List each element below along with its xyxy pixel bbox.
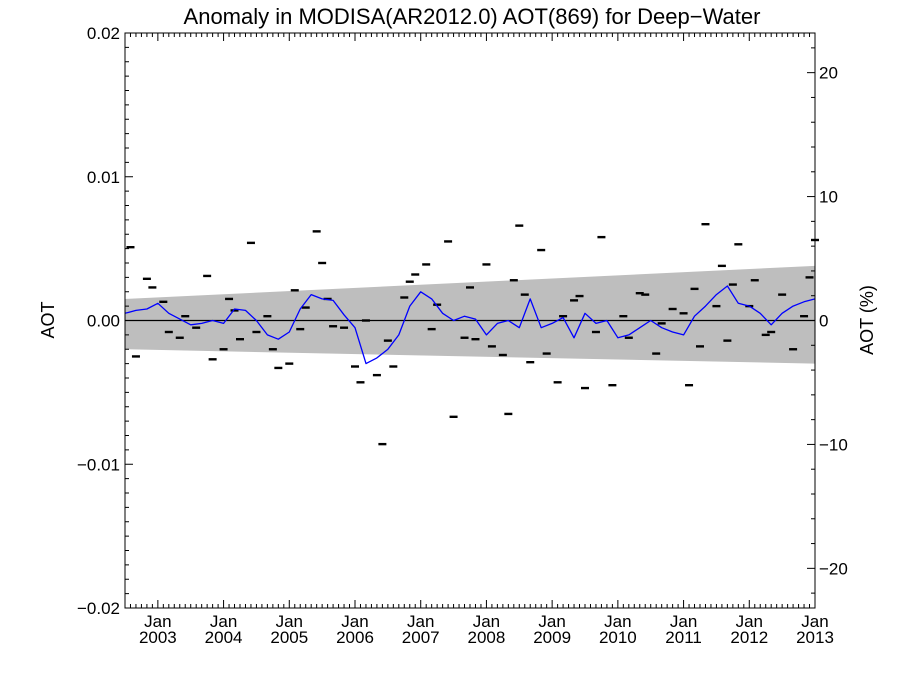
x-tick-month-label: Jan xyxy=(604,612,631,631)
x-tick-month-label: Jan xyxy=(670,612,697,631)
x-tick-month-label: Jan xyxy=(210,612,237,631)
right-tick-label: −20 xyxy=(819,559,848,578)
x-tick-year-label: 2003 xyxy=(139,628,177,647)
x-tick-year-label: 2013 xyxy=(796,628,834,647)
left-tick-label: 0.00 xyxy=(87,312,120,331)
right-tick-label: 0 xyxy=(819,312,828,331)
right-tick-label: −10 xyxy=(819,435,848,454)
x-tick-year-label: 2011 xyxy=(665,628,702,647)
chart-title: Anomaly in MODISA(AR2012.0) AOT(869) for… xyxy=(184,4,761,29)
left-y-axis: 0.02 0.01 0.00 −0.01 −0.02 xyxy=(77,24,133,618)
x-axis: Jan2003Jan2004Jan2005Jan2006Jan2007Jan20… xyxy=(124,33,834,647)
y-axis-title: AOT xyxy=(38,301,58,338)
x-tick-month-label: Jan xyxy=(341,612,368,631)
x-tick-year-label: 2009 xyxy=(533,628,571,647)
x-tick-month-label: Jan xyxy=(538,612,565,631)
x-tick-year-label: 2006 xyxy=(336,628,374,647)
left-tick-label: 0.02 xyxy=(87,24,120,43)
right-tick-label: 10 xyxy=(819,188,838,207)
uncertainty-band-layer xyxy=(125,265,815,364)
right-tick-label: 20 xyxy=(819,64,838,83)
x-tick-month-label: Jan xyxy=(801,612,828,631)
right-y-axis: 20 10 0 −10 −20 xyxy=(807,47,848,594)
smoothed-anomaly-line xyxy=(124,285,816,365)
x-tick-year-label: 2007 xyxy=(402,628,440,647)
smoothed-anomaly-line-layer xyxy=(124,285,816,365)
left-tick-label: −0.02 xyxy=(77,599,120,618)
x-tick-month-label: Jan xyxy=(144,612,171,631)
x-tick-year-label: 2004 xyxy=(205,628,243,647)
x-tick-year-label: 2005 xyxy=(270,628,308,647)
x-tick-year-label: 2008 xyxy=(468,628,506,647)
x-tick-year-label: 2012 xyxy=(730,628,768,647)
uncertainty-band xyxy=(125,265,815,364)
left-tick-label: −0.01 xyxy=(77,455,120,474)
x-tick-month-label: Jan xyxy=(473,612,500,631)
y2-axis-title: AOT (%) xyxy=(857,285,877,355)
x-tick-month-label: Jan xyxy=(736,612,763,631)
x-tick-month-label: Jan xyxy=(276,612,303,631)
x-tick-month-label: Jan xyxy=(407,612,434,631)
left-tick-label: 0.01 xyxy=(87,168,120,187)
x-tick-year-label: 2010 xyxy=(599,628,637,647)
